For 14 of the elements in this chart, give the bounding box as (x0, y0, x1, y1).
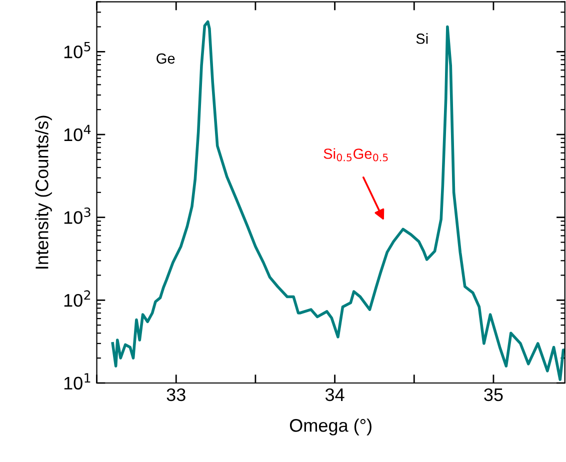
y-tick-label: 10$^{5}$ (64, 42, 90, 58)
annotation: Ge (156, 53, 175, 64)
x-tick-label: 33 (166, 388, 186, 402)
x-tick-label: 34 (325, 388, 344, 402)
x-tick-label: 35 (484, 388, 503, 402)
y-tick-label: 10$^{4}$ (64, 124, 91, 142)
line-series (111, 20, 565, 381)
y-tick-label: 10$^{3}$ (64, 207, 90, 224)
y-tick-label: 10$^{1}$ (64, 373, 90, 390)
y-axis-title: Intensity (Counts/s) (35, 116, 52, 269)
y-tick-label: 10$^{2}$ (64, 290, 90, 307)
annotation: Si (416, 33, 428, 44)
annotation: Si$_{0.5}$Ge$_{0.5}$ (324, 148, 388, 162)
x-axis-title: Omega (°) (290, 418, 372, 436)
